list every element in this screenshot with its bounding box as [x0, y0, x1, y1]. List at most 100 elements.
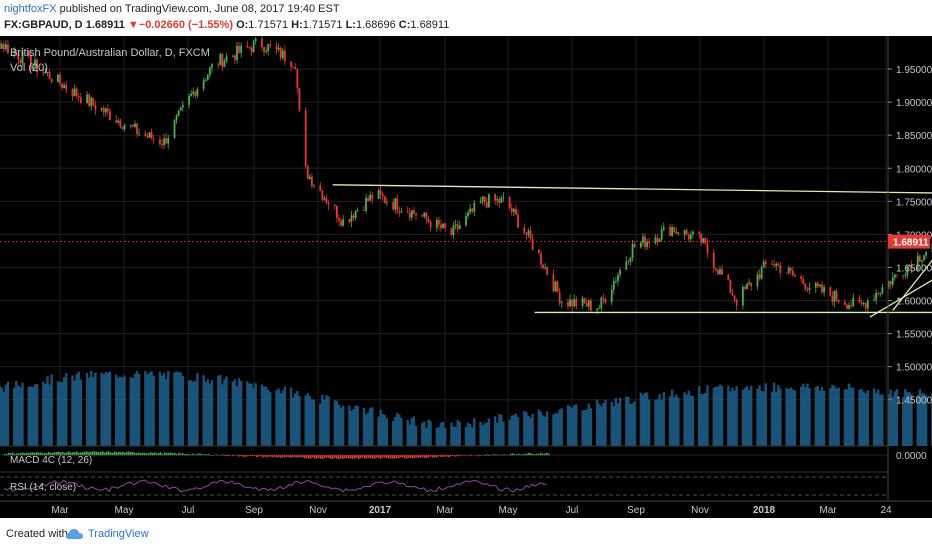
macd-bar — [228, 455, 230, 457]
macd-bar — [106, 451, 108, 456]
macd-bar — [72, 452, 74, 456]
volume-bar — [716, 386, 720, 446]
volume-bar — [543, 416, 547, 446]
candle-body — [529, 230, 532, 239]
candle-body — [575, 299, 578, 306]
candle-body — [50, 79, 53, 83]
volume-bar — [502, 421, 505, 446]
candle-body — [821, 284, 823, 293]
volume-bar — [901, 396, 905, 446]
candle-body — [102, 108, 105, 113]
macd-bar — [120, 452, 122, 456]
macd-bar — [84, 451, 86, 456]
candle-body — [410, 210, 413, 218]
macd-bar — [14, 453, 16, 456]
volume-bar — [583, 410, 586, 446]
candle-body — [365, 198, 367, 211]
candle-body — [277, 47, 280, 50]
volume-bar — [31, 387, 35, 446]
volume-bar — [727, 385, 730, 446]
volume-bar — [391, 420, 395, 446]
volume-bar — [760, 390, 763, 446]
volume-bar — [262, 386, 266, 446]
macd-bar — [420, 455, 422, 458]
volume-bar — [600, 406, 603, 446]
candle-body — [450, 228, 453, 235]
candle-body — [59, 74, 61, 84]
candle-body — [808, 287, 811, 290]
volume-bar — [879, 394, 882, 446]
candle-body — [862, 302, 865, 304]
candle-body — [109, 111, 111, 121]
macd-bar — [12, 452, 14, 456]
volume-bar — [552, 414, 555, 446]
macd-bar — [66, 452, 68, 456]
rsi-label: RSI (14, close) — [10, 482, 76, 493]
macd-bar — [182, 453, 184, 456]
price-tick-label: 1.60000 — [896, 297, 932, 308]
candle-body — [500, 197, 503, 203]
macd-bar — [112, 452, 114, 456]
volume-bar — [675, 394, 678, 446]
volume-bar — [527, 415, 530, 446]
volume-bar — [312, 399, 316, 446]
price-chart[interactable]: 1.950001.900001.850001.800001.750001.700… — [0, 36, 932, 518]
candle-body — [527, 230, 530, 235]
candle-body — [394, 198, 397, 210]
time-tick-label: Mar — [819, 505, 837, 516]
volume-bar — [233, 379, 237, 446]
candle-body — [377, 190, 380, 199]
macd-bar — [176, 453, 178, 456]
volume-bar — [175, 371, 178, 446]
macd-bar — [386, 455, 388, 459]
candle-body — [32, 65, 34, 70]
macd-bar — [4, 453, 6, 456]
volume-bar — [610, 401, 613, 446]
volume-bar — [531, 413, 534, 446]
candle-body — [13, 51, 16, 54]
macd-bar — [172, 453, 174, 456]
candle-body — [496, 199, 499, 201]
macd-bar — [428, 455, 430, 458]
candle-body — [192, 91, 195, 94]
volume-bar — [541, 415, 545, 446]
volume-bar — [456, 420, 459, 446]
last-price-tag — [888, 234, 930, 249]
candle-body — [4, 44, 7, 50]
time-tick-label: Jul — [182, 505, 195, 516]
candle-body — [146, 135, 149, 138]
candle-body — [785, 272, 788, 274]
candle-body — [275, 45, 278, 50]
macd-bar — [488, 455, 490, 456]
volume-bar — [400, 418, 403, 446]
time-tick-label: May — [115, 505, 134, 516]
candle-body — [323, 198, 326, 200]
candle-body — [263, 47, 265, 52]
volume-bar — [618, 397, 622, 446]
volume-bar — [633, 401, 636, 446]
macd-bar — [264, 455, 266, 457]
candle-body — [744, 286, 746, 289]
macd-bar — [184, 453, 186, 456]
time-tick-label: Mar — [436, 505, 454, 516]
author-link[interactable]: nightfoxFX — [4, 3, 57, 15]
resistance-line — [332, 184, 932, 194]
macd-bar — [132, 451, 134, 456]
candle-body — [231, 55, 234, 57]
volume-bar — [146, 374, 149, 446]
volume-bar — [131, 377, 135, 446]
volume-bar — [756, 388, 759, 446]
volume-bar — [94, 372, 97, 446]
candle-body — [209, 67, 211, 75]
volume-bar — [148, 372, 151, 446]
volume-bar — [206, 379, 210, 446]
volume-bar — [566, 404, 570, 446]
chart-header: nightfoxFX published on TradingView.com,… — [0, 0, 932, 36]
candle-body — [596, 309, 599, 311]
macd-bar — [444, 455, 446, 457]
volume-bar — [714, 386, 718, 446]
candle-body — [296, 69, 299, 89]
volume-bar — [162, 372, 166, 446]
tradingview-brand-link[interactable]: TradingView — [88, 528, 149, 540]
macd-bar — [548, 453, 550, 456]
